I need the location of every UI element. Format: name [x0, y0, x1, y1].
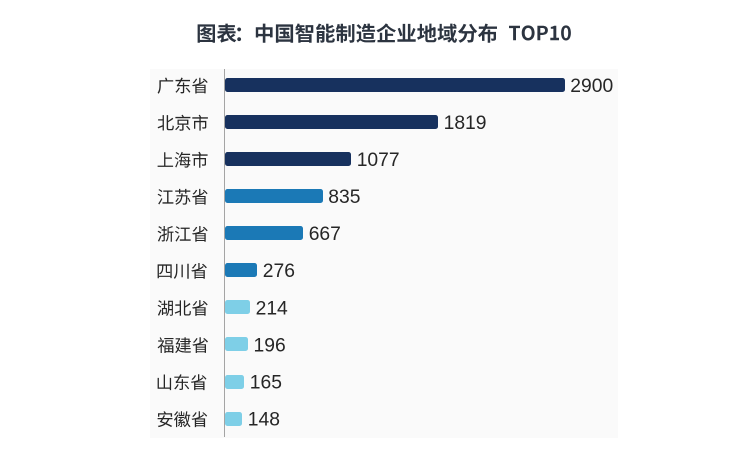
svg-text:835: 835 — [328, 187, 360, 208]
svg-text:148: 148 — [248, 410, 280, 431]
svg-text:196: 196 — [254, 335, 286, 356]
svg-text:276: 276 — [263, 261, 295, 282]
svg-text:1819: 1819 — [444, 113, 487, 134]
svg-text:2900: 2900 — [570, 76, 613, 97]
svg-text:667: 667 — [309, 224, 341, 245]
svg-text:1077: 1077 — [357, 150, 400, 171]
svg-text:165: 165 — [250, 373, 282, 394]
svg-text:214: 214 — [256, 298, 288, 319]
